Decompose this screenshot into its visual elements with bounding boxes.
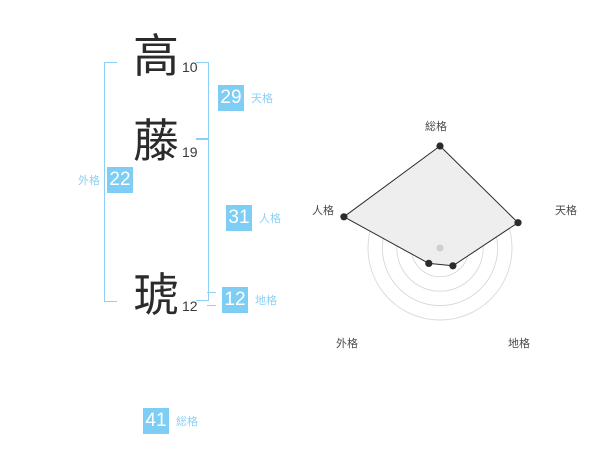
- badge-label: 地格: [255, 294, 277, 307]
- axis-label-chikaku: 地格: [508, 337, 530, 350]
- axis-label-soukaku: 総格: [425, 120, 447, 133]
- badge-label: 天格: [251, 92, 273, 105]
- badge-label: 総格: [176, 415, 198, 428]
- radar-series-polygon: [343, 145, 519, 267]
- radar-point-天格: [514, 219, 522, 227]
- kanji-char-2: 藤 19: [133, 118, 198, 175]
- badge-label: 外格: [78, 174, 100, 187]
- radar-point-外格: [425, 259, 433, 267]
- axis-label-tenkaku: 天格: [555, 204, 577, 217]
- badge-value: 12: [222, 287, 248, 313]
- bracket-chikaku: [207, 292, 216, 306]
- badge-chikaku[interactable]: 12 地格: [222, 287, 277, 313]
- badge-value: 29: [218, 85, 244, 111]
- kanji-char-1: 高 10: [133, 33, 198, 90]
- radar-chart: 総格 天格 地格 外格 人格: [300, 100, 600, 370]
- badge-value: 22: [107, 167, 133, 193]
- radar-point-人格: [340, 213, 348, 221]
- stroke-count: 12: [182, 298, 198, 314]
- badge-soukaku[interactable]: 41 総格: [143, 408, 198, 434]
- radar-point-総格: [436, 142, 444, 150]
- badge-label: 人格: [259, 212, 281, 225]
- kanji-char-3: 琥 12: [133, 272, 198, 329]
- stroke-count: 19: [182, 144, 198, 160]
- badge-value: 31: [226, 205, 252, 231]
- kanji-glyph: 藤: [133, 114, 179, 168]
- bracket-jinkaku: [196, 139, 209, 301]
- radar-svg: [340, 142, 522, 321]
- name-stroke-diagram: 高 10 藤 19 琥 12 29 天格 31 人格 12 地格: [78, 33, 281, 434]
- badge-gaikaku[interactable]: 22 外格: [78, 167, 133, 193]
- axis-label-jinkaku: 人格: [312, 204, 334, 217]
- badge-tenkaku[interactable]: 29 天格: [218, 85, 273, 111]
- kanji-glyph: 高: [133, 29, 179, 83]
- radar-data-points: [340, 142, 522, 270]
- stroke-count: 10: [182, 59, 198, 75]
- badge-value: 41: [143, 408, 169, 434]
- radar-point-地格: [449, 262, 457, 270]
- radar-center-dot: [436, 244, 444, 252]
- bracket-gaikaku: [104, 62, 117, 302]
- badge-jinkaku[interactable]: 31 人格: [226, 205, 281, 231]
- bracket-tenkaku: [196, 62, 209, 139]
- kanji-glyph: 琥: [133, 268, 179, 322]
- axis-label-gaikaku: 外格: [336, 337, 358, 350]
